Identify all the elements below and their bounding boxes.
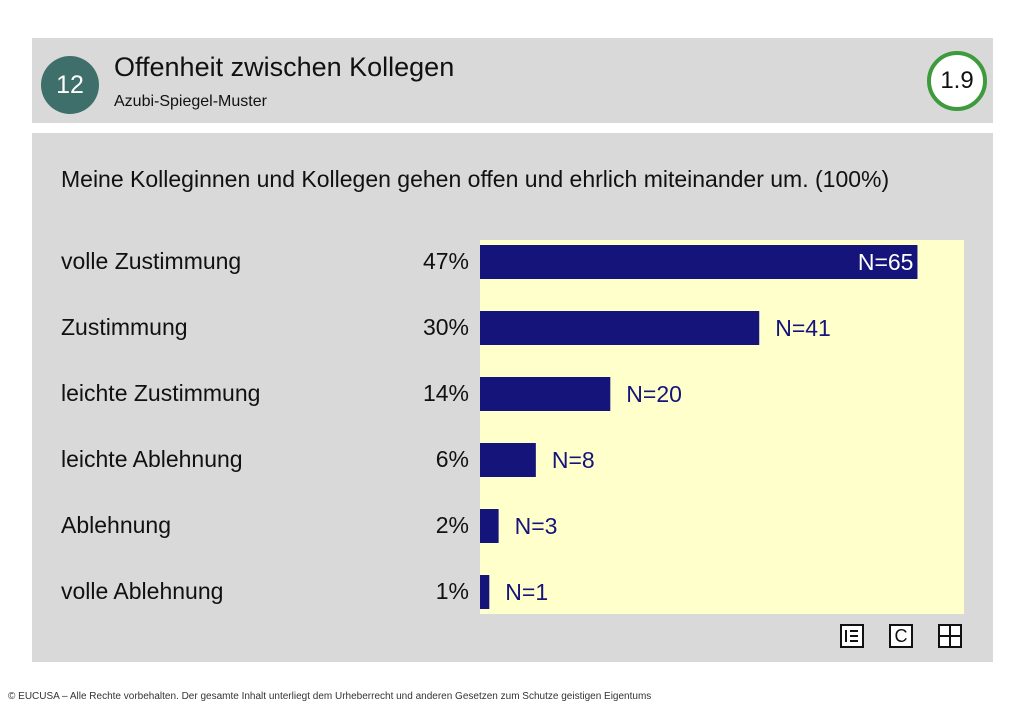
list-icon[interactable] <box>840 624 864 648</box>
category-label: Ablehnung <box>61 512 171 538</box>
percent-label: 14% <box>422 380 469 406</box>
bar <box>480 575 490 609</box>
n-label: N=1 <box>505 579 548 605</box>
n-label: N=41 <box>775 315 831 341</box>
n-label: N=65 <box>858 249 914 275</box>
category-label: leichte Ablehnung <box>61 446 243 472</box>
grid-icon[interactable] <box>938 624 962 648</box>
c-icon[interactable]: C <box>889 624 913 648</box>
page-title: Offenheit zwischen Kollegen <box>114 52 455 82</box>
percent-label: 6% <box>435 446 469 472</box>
content-panel: Meine Kolleginnen und Kollegen gehen off… <box>32 133 993 662</box>
section-number-badge: 12 <box>41 56 99 114</box>
percent-label: 47% <box>422 248 469 274</box>
category-label: volle Ablehnung <box>61 578 224 604</box>
percent-label: 30% <box>422 314 469 340</box>
page-subtitle: Azubi-Spiegel-Muster <box>114 93 267 110</box>
percent-label: 1% <box>435 578 469 604</box>
bar <box>480 311 760 345</box>
version-badge: 1.9 <box>927 51 987 111</box>
n-label: N=8 <box>552 447 595 473</box>
bar <box>480 509 499 543</box>
percent-label: 2% <box>435 512 469 538</box>
bar-chart: N=65 N=41 N=20 N=8 N=3 N=1 <box>480 240 964 614</box>
bar-chart-svg: N=65 N=41 N=20 N=8 N=3 N=1 <box>480 245 918 609</box>
category-label: leichte Zustimmung <box>61 380 261 406</box>
category-label: Zustimmung <box>61 314 188 340</box>
category-label: volle Zustimmung <box>61 248 242 274</box>
n-label: N=3 <box>515 513 558 539</box>
bar <box>480 245 918 279</box>
copyright-footer: © EUCUSA – Alle Rechte vorbehalten. Der … <box>8 691 652 702</box>
bar <box>480 443 536 477</box>
question-text: Meine Kolleginnen und Kollegen gehen off… <box>61 166 890 192</box>
bar <box>480 377 611 411</box>
header-bar: 12 Offenheit zwischen Kollegen Azubi-Spi… <box>32 38 993 123</box>
n-label: N=20 <box>626 381 682 407</box>
